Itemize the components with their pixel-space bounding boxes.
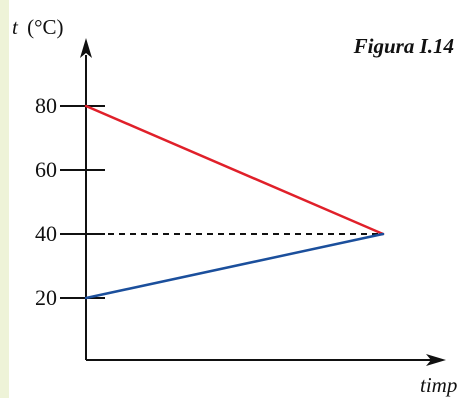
y-tick-label-80: 80 <box>35 93 57 118</box>
series-line-0 <box>84 104 385 236</box>
y-tick-label-20: 20 <box>35 285 57 310</box>
y-axis-label-unit: (°C) <box>27 15 63 39</box>
y-axis-label: t (°C) <box>12 15 64 39</box>
x-axis-arrow <box>426 354 446 366</box>
y-axis-arrow <box>80 38 92 58</box>
figure-label: Figura I.14 <box>353 34 454 58</box>
series-lines <box>84 104 385 300</box>
y-tick-label-40: 40 <box>35 221 57 246</box>
y-axis-label-var: t <box>12 15 19 39</box>
series-line-1 <box>84 232 385 300</box>
x-axis-label: timp <box>420 373 457 397</box>
left-margin-strip <box>0 0 9 398</box>
y-ticks: 20 40 60 80 <box>35 93 105 310</box>
y-tick-label-60: 60 <box>35 157 57 182</box>
